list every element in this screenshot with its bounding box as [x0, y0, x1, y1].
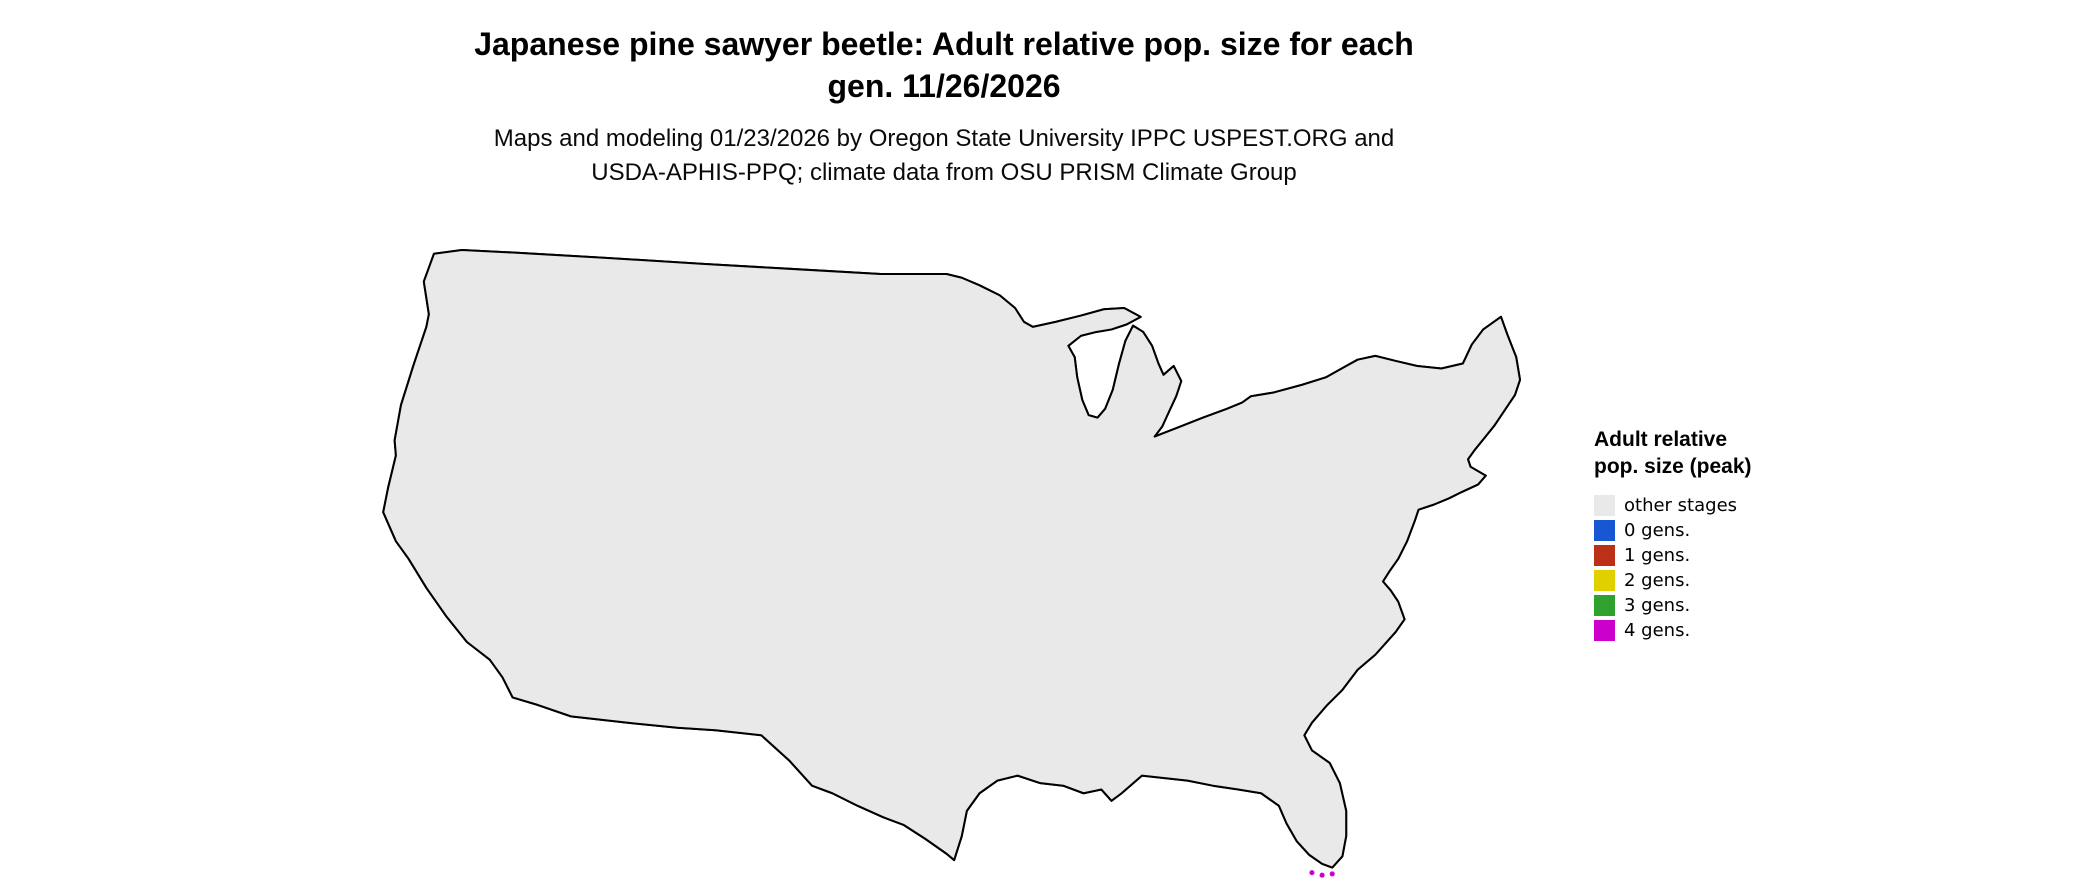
- us-map: [335, 216, 1553, 884]
- legend-label: 1 gens.: [1624, 544, 1691, 566]
- page-title: Japanese pine sawyer beetle: Adult relat…: [0, 24, 1888, 107]
- page-subtitle: Maps and modeling 01/23/2026 by Oregon S…: [0, 122, 1888, 189]
- legend-swatch-other-stages: [1594, 494, 1615, 516]
- legend-item: 3 gens.: [1594, 593, 1844, 618]
- florida-keys-dots: [1309, 870, 1335, 878]
- legend: Adult relative pop. size (peak) other st…: [1594, 426, 1844, 643]
- title-line-2: gen. 11/26/2026: [827, 67, 1061, 104]
- us-map-svg: [382, 249, 1522, 878]
- legend-item: other stages: [1594, 493, 1844, 518]
- legend-item: 0 gens.: [1594, 518, 1844, 543]
- legend-label: 2 gens.: [1624, 569, 1691, 591]
- legend-item: 1 gens.: [1594, 543, 1844, 568]
- legend-swatch-4-gens: [1594, 619, 1615, 641]
- subtitle-line-1: Maps and modeling 01/23/2026 by Oregon S…: [493, 125, 1395, 152]
- legend-swatch-0-gens: [1594, 519, 1615, 541]
- legend-label: other stages: [1624, 494, 1738, 516]
- legend-label: 3 gens.: [1624, 594, 1691, 616]
- conus-outline-stroke: [382, 249, 1522, 869]
- legend-label: 4 gens.: [1624, 619, 1691, 641]
- legend-item: 2 gens.: [1594, 568, 1844, 593]
- title-line-1: Japanese pine sawyer beetle: Adult relat…: [474, 26, 1414, 62]
- legend-swatch-3-gens: [1594, 594, 1615, 616]
- legend-swatch-1-gens: [1594, 544, 1615, 566]
- legend-label: 0 gens.: [1624, 519, 1691, 541]
- legend-title: Adult relative pop. size (peak): [1594, 428, 1752, 479]
- legend-swatch-2-gens: [1594, 569, 1615, 591]
- legend-item: 4 gens.: [1594, 618, 1844, 643]
- subtitle-line-2: USDA-APHIS-PPQ; climate data from OSU PR…: [591, 158, 1297, 186]
